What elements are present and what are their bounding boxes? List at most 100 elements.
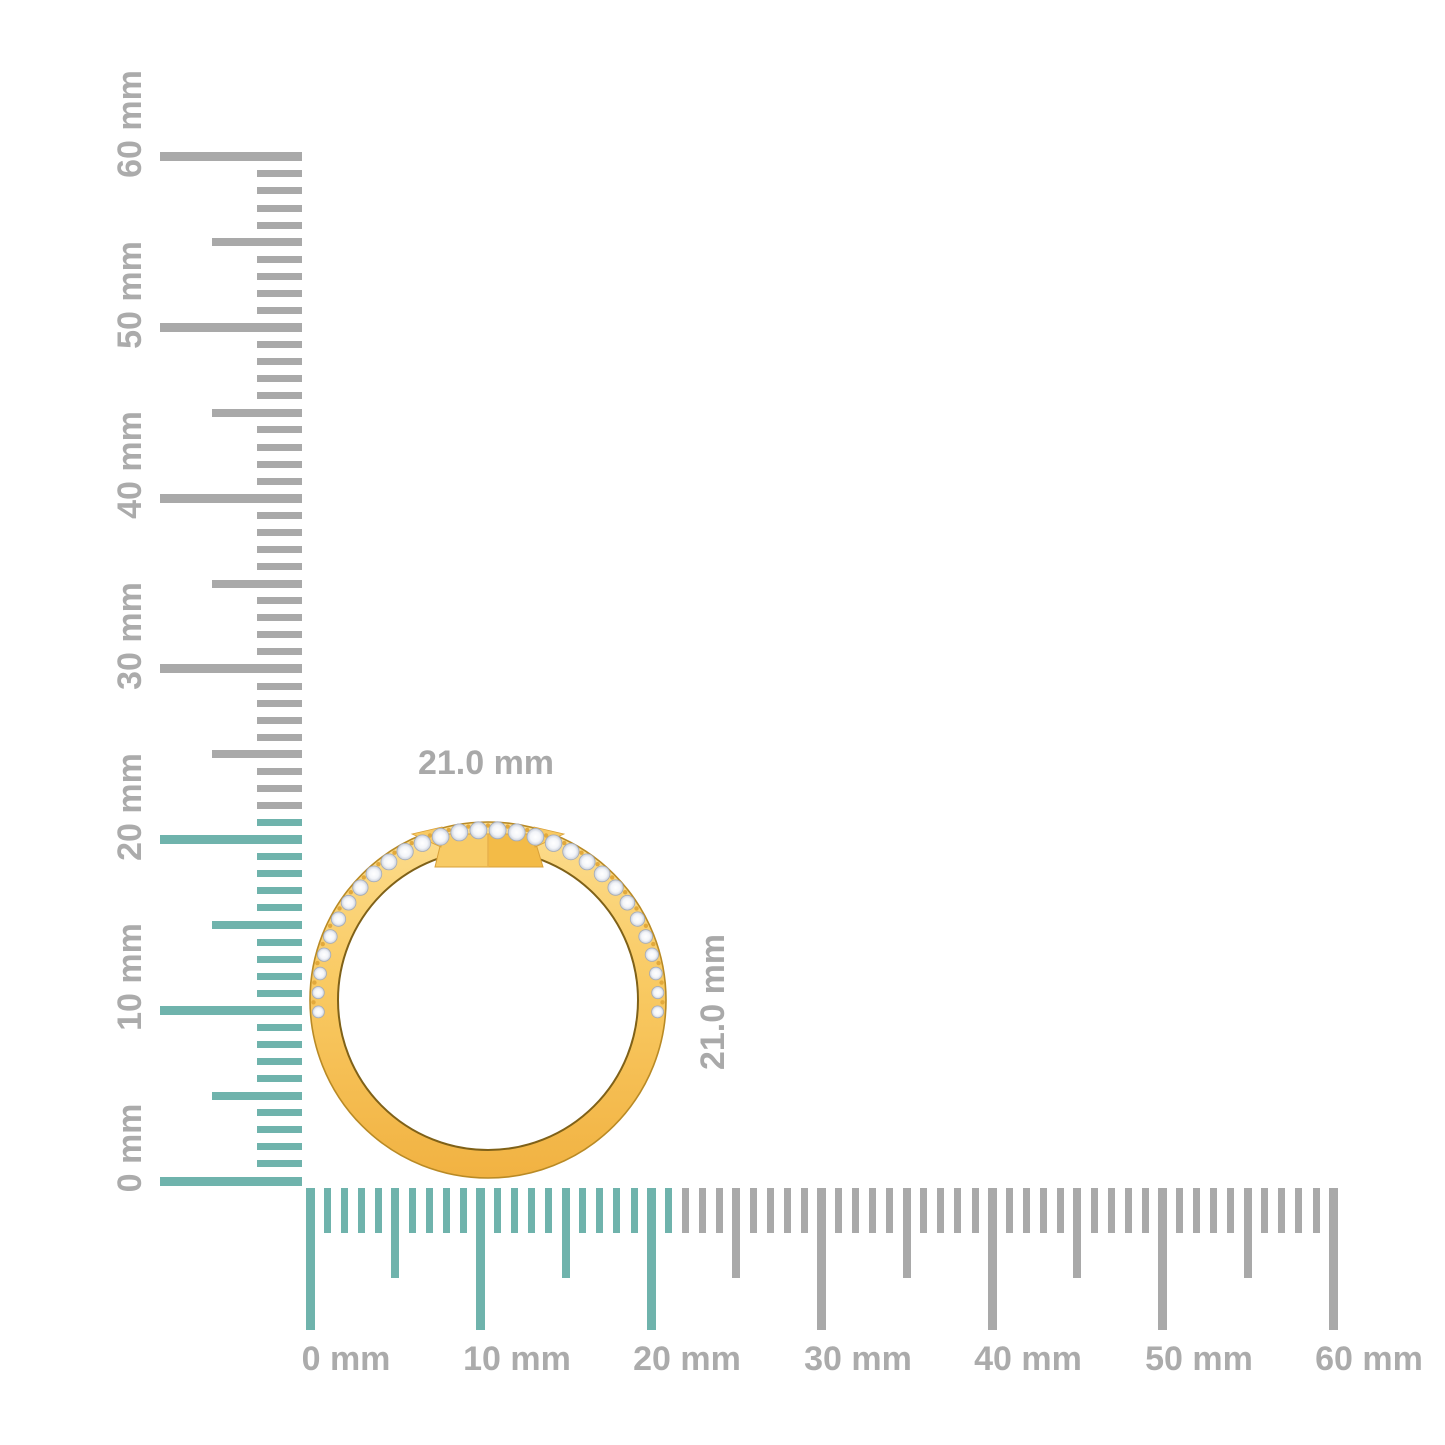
- v-ruler-tick: [257, 972, 302, 980]
- h-ruler-label: 10 mm: [463, 1340, 571, 1378]
- h-ruler-tick: [340, 1188, 348, 1233]
- v-ruler-tick: [257, 853, 302, 861]
- v-ruler-tick: [212, 238, 302, 247]
- v-ruler-label: 20 mm: [111, 753, 149, 861]
- h-ruler-tick: [579, 1188, 587, 1233]
- v-ruler-tick: [160, 152, 302, 162]
- v-ruler-tick: [257, 989, 302, 997]
- h-ruler-tick: [732, 1188, 741, 1278]
- h-ruler-tick: [766, 1188, 774, 1233]
- v-ruler-tick: [257, 528, 302, 536]
- h-ruler-tick: [715, 1188, 723, 1233]
- v-ruler-label: 50 mm: [111, 241, 149, 349]
- v-ruler-tick: [257, 682, 302, 690]
- h-ruler-tick: [1243, 1188, 1252, 1278]
- h-ruler-tick: [1278, 1188, 1286, 1233]
- v-ruler-tick: [257, 870, 302, 878]
- v-ruler-tick: [257, 426, 302, 434]
- h-ruler-tick: [545, 1188, 553, 1233]
- v-ruler-tick: [257, 1075, 302, 1083]
- v-ruler-tick: [160, 664, 302, 674]
- h-ruler-tick: [886, 1188, 894, 1233]
- h-ruler-tick: [357, 1188, 365, 1233]
- v-ruler-tick: [212, 921, 302, 929]
- h-ruler-label: 0 mm: [301, 1340, 391, 1378]
- h-ruler-tick: [1210, 1188, 1218, 1233]
- h-ruler-tick: [476, 1188, 485, 1330]
- h-ruler-tick: [1193, 1188, 1201, 1233]
- h-ruler-tick: [305, 1188, 315, 1330]
- v-ruler-tick: [257, 187, 302, 195]
- v-ruler-tick: [257, 1143, 302, 1151]
- h-ruler-tick: [852, 1188, 860, 1233]
- h-ruler-tick: [1107, 1188, 1115, 1233]
- v-ruler-tick: [257, 392, 302, 400]
- v-ruler-label: 10 mm: [111, 923, 149, 1031]
- v-ruler-tick: [257, 802, 302, 809]
- h-ruler-label: 50 mm: [1145, 1340, 1253, 1378]
- h-ruler-tick: [971, 1188, 979, 1233]
- v-ruler-tick: [160, 835, 302, 845]
- h-ruler-tick: [1227, 1188, 1235, 1233]
- v-ruler-tick: [257, 819, 302, 826]
- h-ruler-tick: [1328, 1188, 1338, 1330]
- v-ruler-tick: [160, 323, 302, 332]
- h-ruler-tick: [987, 1188, 997, 1330]
- v-ruler-tick: [257, 1126, 302, 1134]
- h-ruler-tick: [783, 1188, 791, 1233]
- h-ruler-tick: [954, 1188, 962, 1233]
- h-ruler-tick: [1312, 1188, 1320, 1233]
- v-ruler-tick: [257, 904, 302, 912]
- h-ruler-tick: [801, 1188, 808, 1233]
- v-ruler-tick: [257, 375, 302, 383]
- h-ruler-tick: [1124, 1188, 1132, 1233]
- v-ruler-tick: [257, 733, 302, 741]
- h-ruler-tick: [681, 1188, 689, 1233]
- v-ruler-tick: [257, 767, 302, 775]
- v-ruler-label: 0 mm: [111, 1103, 149, 1193]
- h-ruler-tick: [1158, 1188, 1167, 1330]
- h-ruler-tick: [1005, 1188, 1013, 1233]
- h-ruler-tick: [391, 1188, 400, 1278]
- h-ruler-tick: [1039, 1188, 1047, 1233]
- pave-diamonds: [311, 821, 665, 1019]
- h-ruler-tick: [613, 1188, 621, 1233]
- h-ruler-label: 30 mm: [804, 1340, 912, 1378]
- h-ruler-tick: [494, 1188, 502, 1233]
- h-ruler-tick: [920, 1188, 928, 1233]
- v-ruler-tick: [257, 170, 302, 178]
- h-ruler-tick: [460, 1188, 467, 1233]
- h-ruler-tick: [630, 1188, 638, 1233]
- v-ruler-tick: [257, 784, 302, 792]
- h-ruler-tick: [698, 1188, 706, 1233]
- v-ruler-label: 30 mm: [111, 582, 149, 690]
- v-ruler-tick: [257, 716, 302, 724]
- h-ruler-tick: [1073, 1188, 1082, 1278]
- v-ruler-tick: [257, 1109, 302, 1117]
- v-ruler-tick: [257, 477, 302, 485]
- v-ruler-tick: [257, 1160, 302, 1168]
- v-ruler-label: 60 mm: [111, 70, 149, 178]
- v-ruler-tick: [257, 221, 302, 229]
- h-ruler-tick: [1295, 1188, 1303, 1233]
- v-ruler-tick: [257, 1058, 302, 1065]
- v-ruler-tick: [257, 648, 302, 656]
- v-ruler-tick: [160, 493, 302, 503]
- h-ruler-tick: [511, 1188, 519, 1233]
- h-ruler-tick: [749, 1188, 757, 1233]
- h-ruler-tick: [902, 1188, 911, 1278]
- h-ruler-tick: [374, 1188, 382, 1233]
- ring-width-dimension-label: 21.0 mm: [417, 744, 555, 782]
- h-ruler-tick: [1261, 1188, 1269, 1233]
- h-ruler-tick: [442, 1188, 450, 1233]
- h-ruler-tick: [1142, 1188, 1149, 1233]
- v-ruler-tick: [212, 750, 302, 759]
- v-ruler-tick: [257, 955, 302, 963]
- h-ruler-tick: [596, 1188, 604, 1233]
- v-ruler-tick: [257, 545, 302, 553]
- v-ruler-tick: [257, 699, 302, 707]
- h-ruler-label: 60 mm: [1315, 1340, 1423, 1378]
- h-ruler-tick: [561, 1188, 570, 1278]
